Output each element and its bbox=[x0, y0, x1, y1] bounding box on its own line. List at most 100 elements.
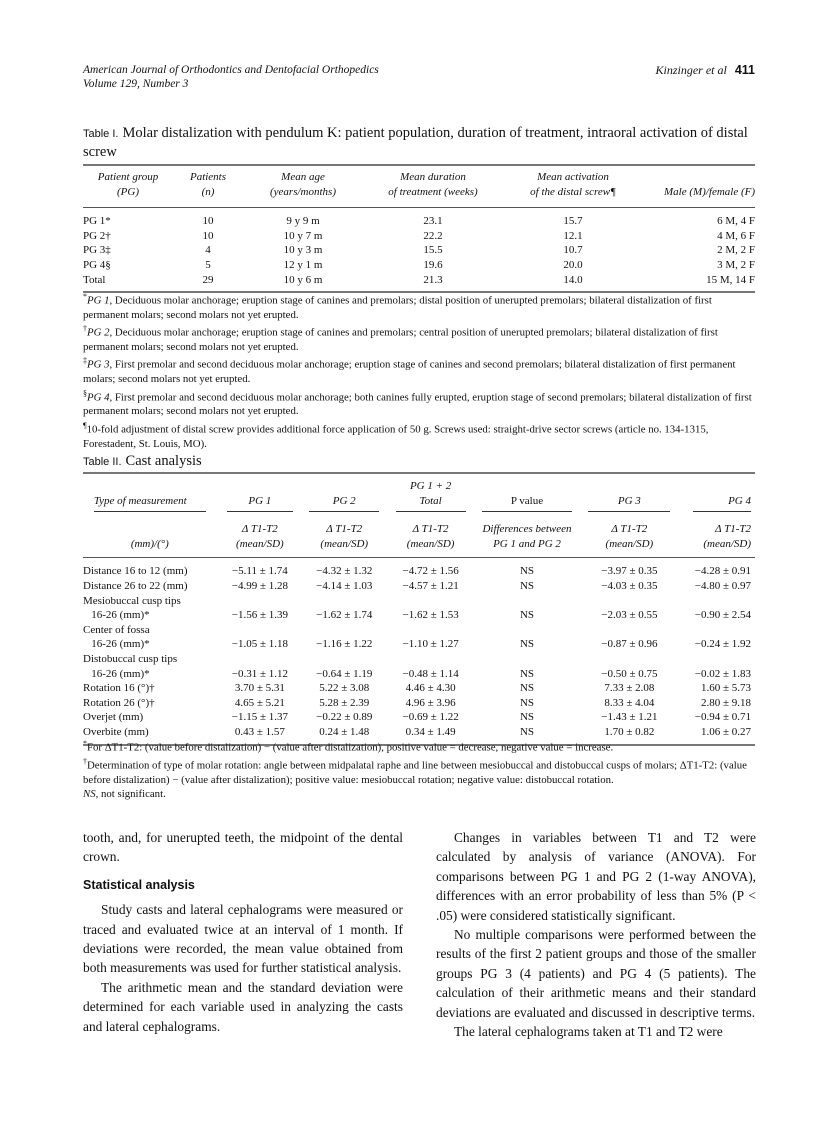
column-header: Δ T1-T2 (mean/SD) bbox=[389, 516, 476, 559]
table-cell: −1.62 ± 1.74 bbox=[316, 609, 373, 622]
table-cell: PG 4§ bbox=[83, 258, 111, 271]
table-cell: −0.02 ± 1.83 bbox=[694, 667, 751, 680]
table-cell: 16-26 (mm)* bbox=[83, 609, 150, 622]
footnote-lead: PG 2, bbox=[87, 326, 113, 339]
table-cell bbox=[476, 623, 582, 638]
table-cell: −4.57 ± 1.21 bbox=[402, 579, 459, 592]
table2-footnotes: *For ΔT1-T2: (value before distalization… bbox=[83, 737, 755, 801]
table-cell: NS bbox=[519, 565, 535, 578]
table1-label: Table I. bbox=[83, 128, 119, 140]
table-cell: 7.33 ± 2.08 bbox=[604, 682, 655, 695]
table-row: 16-26 (mm)* −1.56 ± 1.39 −1.62 ± 1.74 −1.62… bbox=[83, 608, 755, 623]
table-cell bbox=[389, 594, 475, 609]
table-cell: −4.28 ± 0.91 bbox=[694, 565, 751, 578]
table-cell: −4.32 ± 1.32 bbox=[316, 565, 373, 578]
table-cell: 10 bbox=[202, 229, 214, 242]
table-cell: −0.22 ± 0.89 bbox=[316, 711, 373, 724]
footnote-mark: † bbox=[83, 756, 87, 766]
table-cell: −1.05 ± 1.18 bbox=[231, 638, 288, 651]
table-row: PG 4§ 5 12 y 1 m 19.6 20.0 3 M, 2 F bbox=[83, 258, 755, 273]
table-cell: −0.69 ± 1.22 bbox=[402, 711, 459, 724]
footnote: *For ΔT1-T2: (value before distalization… bbox=[83, 737, 755, 755]
table-cell: Center of fossa bbox=[83, 623, 150, 636]
table-cell: Overbite (mm) bbox=[83, 724, 221, 746]
column-header: PG 1 + 2 Total bbox=[389, 473, 475, 516]
column-header: Type of measurement bbox=[83, 473, 221, 516]
table-cell: 1.70 ± 0.82 bbox=[582, 724, 681, 746]
paragraph: The arithmetic mean and the standard dev… bbox=[83, 979, 403, 1034]
table-cell bbox=[389, 623, 475, 638]
table-cell bbox=[681, 623, 755, 638]
table-cell: 10 y 7 m bbox=[283, 229, 323, 242]
column-header: Δ T1-T2 (mean/SD) bbox=[582, 516, 681, 559]
header-text: PG 1 bbox=[226, 494, 293, 513]
paragraph: The lateral cephalograms taken at T1 and… bbox=[454, 1024, 723, 1040]
header-text: PG 3 bbox=[588, 494, 671, 513]
paragraph: No multiple comparisons were performed b… bbox=[436, 927, 756, 1020]
table-cell bbox=[221, 594, 303, 609]
footnote: NS, not significant. bbox=[83, 787, 755, 801]
column-header: PG 4 bbox=[681, 473, 755, 516]
table-row: PG 1* 10 9 y 9 m 23.1 15.7 6 M, 4 F bbox=[83, 208, 755, 229]
footnote-text: For ΔT1-T2: (value before distalization)… bbox=[87, 741, 614, 754]
table-cell: 3.70 ± 5.31 bbox=[234, 682, 285, 695]
table-cell: PG 2† bbox=[83, 229, 111, 242]
table-cell: 10 y 6 m bbox=[243, 272, 363, 294]
table-row: Distance 16 to 12 (mm) −5.11 ± 1.74 −4.32 … bbox=[83, 558, 755, 579]
table-cell: −4.03 ± 0.35 bbox=[601, 579, 658, 592]
table-cell: 10.7 bbox=[563, 244, 583, 257]
table-cell: 4.96 ± 3.96 bbox=[405, 696, 456, 709]
table-cell: −1.43 ± 1.21 bbox=[601, 711, 658, 724]
table-cell bbox=[303, 594, 389, 609]
table-cell: −0.90 ± 2.54 bbox=[694, 609, 751, 622]
table-cell: 8.33 ± 4.04 bbox=[604, 696, 655, 709]
table1-title: Molar distalization with pendulum K: pat… bbox=[83, 125, 748, 160]
table2-grid: Type of measurement PG 1 PG 2 PG 1 + 2 Total… bbox=[83, 472, 755, 746]
paragraph: Study casts and lateral cephalograms wer… bbox=[83, 902, 403, 976]
table-cell bbox=[582, 594, 680, 609]
footnote-text: First premolar and second deciduous mola… bbox=[83, 391, 752, 418]
table-cell: −4.72 ± 1.56 bbox=[402, 565, 459, 578]
table-cell: NS bbox=[519, 682, 535, 695]
table-cell: 15 M, 14 F bbox=[643, 272, 755, 294]
right-column: Changes in variables between T1 and T2 w… bbox=[436, 828, 756, 1041]
footnote: ‡PG 3, First premolar and second deciduo… bbox=[83, 354, 755, 386]
table1-grid: Patient group (PG) Patients (n) Mean age (yea… bbox=[83, 164, 755, 294]
table-row: Rotation 26 (°)† 4.65 ± 5.21 5.28 ± 2.39 4.… bbox=[83, 696, 755, 711]
table-cell: −4.99 ± 1.28 bbox=[231, 579, 288, 592]
table-cell: 29 bbox=[173, 272, 243, 294]
footnote: §PG 4, First premolar and second deciduo… bbox=[83, 387, 755, 419]
footnote-lead: NS, bbox=[83, 788, 99, 801]
header-text: P value bbox=[481, 494, 572, 513]
table-cell: NS bbox=[519, 638, 535, 651]
table-cell: 15.7 bbox=[563, 215, 583, 228]
column-header: P value bbox=[476, 473, 582, 516]
table-row: Distobuccal cusp tips bbox=[83, 652, 755, 667]
footnote-lead: PG 1, bbox=[87, 294, 113, 307]
table-cell: −2.03 ± 0.55 bbox=[601, 609, 658, 622]
footnote-mark: * bbox=[83, 739, 87, 748]
column-header: Mean age (years/months) bbox=[243, 165, 363, 209]
table-cell: 14.0 bbox=[503, 272, 643, 294]
table1-caption: Table I. Molar distalization with pendulu… bbox=[83, 124, 755, 161]
table2-header-row-2: (mm)/(°) Δ T1-T2 (mean/SD) Δ T1-T2 (mean/SD)… bbox=[83, 516, 755, 559]
table-cell: Total bbox=[83, 272, 173, 294]
table-cell: −1.62 ± 1.53 bbox=[402, 609, 459, 622]
table-cell: Distobuccal cusp tips bbox=[83, 652, 178, 665]
table-cell: −1.10 ± 1.27 bbox=[402, 638, 459, 651]
table-cell: 5.28 ± 2.39 bbox=[319, 696, 370, 709]
table-row: PG 2† 10 10 y 7 m 22.2 12.1 4 M, 6 F bbox=[83, 229, 755, 244]
column-header: Male (M)/female (F) bbox=[643, 165, 755, 209]
table-cell bbox=[476, 594, 582, 609]
table-row: Mesiobuccal cusp tips bbox=[83, 594, 755, 609]
table2-caption: Table II. Cast analysis bbox=[83, 452, 755, 471]
table-cell: 4 M, 6 F bbox=[717, 229, 755, 242]
footnote: †Determination of type of molar rotation… bbox=[83, 755, 755, 787]
header-text: Type of measurement bbox=[93, 494, 206, 513]
table1-header-row: Patient group (PG) Patients (n) Mean age (yea… bbox=[83, 165, 755, 209]
table-row: Overjet (mm) −1.15 ± 1.37 −0.22 ± 0.89 −0.6… bbox=[83, 710, 755, 725]
table-cell bbox=[389, 652, 475, 667]
table-cell: 22.2 bbox=[423, 229, 443, 242]
table2-title: Cast analysis bbox=[125, 453, 202, 469]
table-cell: −1.16 ± 1.22 bbox=[316, 638, 373, 651]
